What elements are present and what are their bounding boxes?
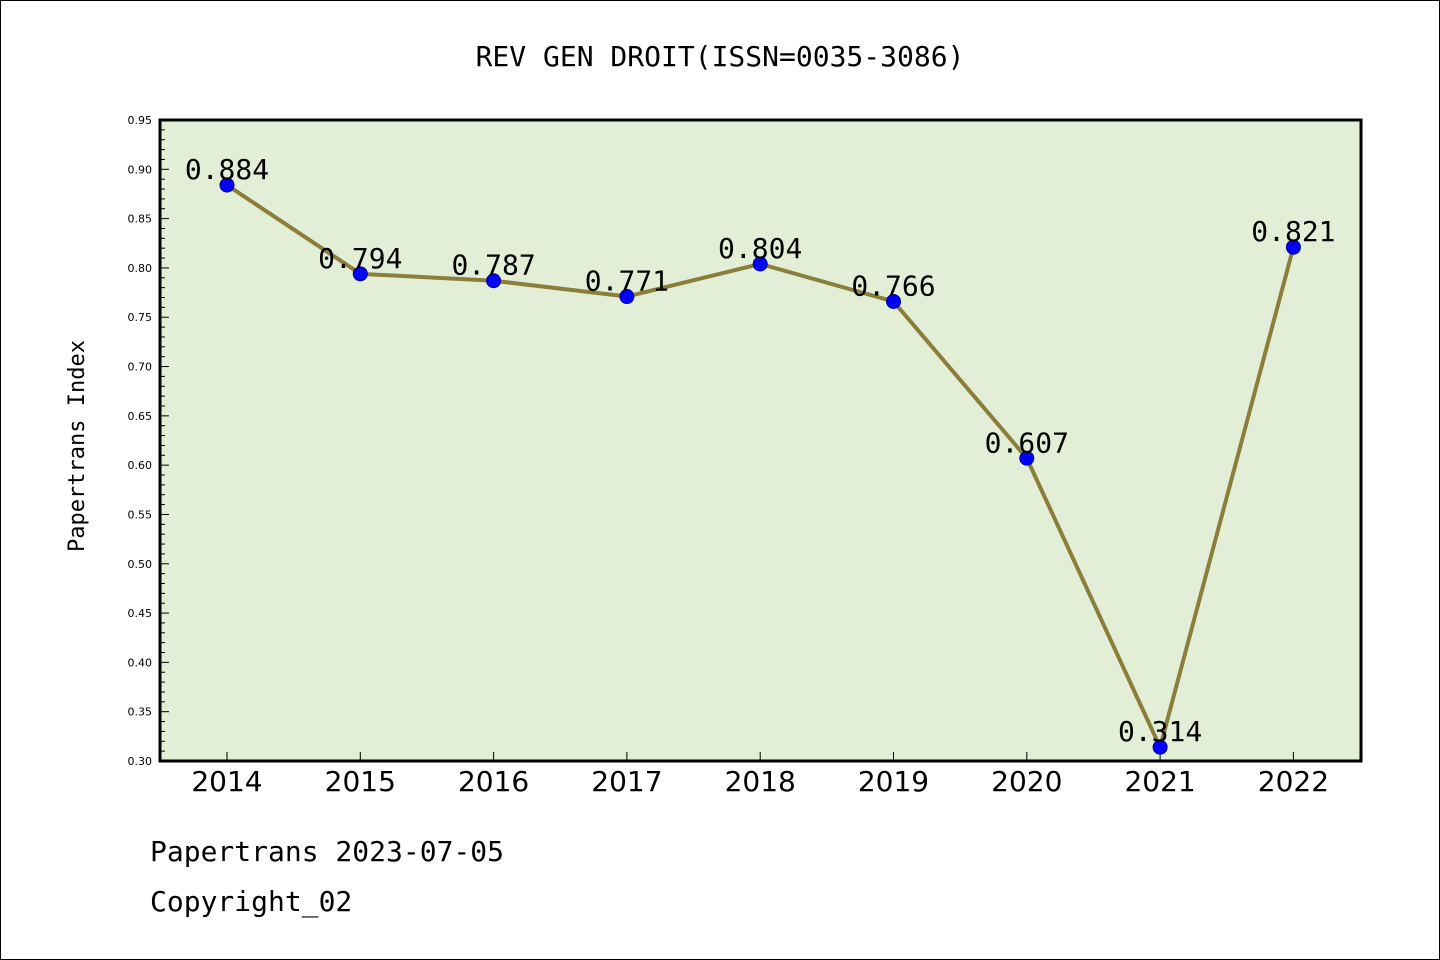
y-tick-label: 0.55: [128, 508, 153, 521]
chart-title: REV GEN DROIT(ISSN=0035-3086): [476, 40, 965, 73]
series: 0.884 0.794 0.787 0.771 0.804 0.766 0.607 0.314…: [185, 153, 1336, 755]
data-point: [619, 289, 635, 305]
data-label: 0.821: [1251, 215, 1335, 248]
x-tick-label: 2014: [191, 765, 262, 798]
y-tick-label: 0.75: [128, 311, 153, 324]
data-point: [886, 293, 901, 309]
y-axis: 0.30 0.35 0.40 0.45 0.50 0.55 0.60 0.65 0.70 0.75…: [128, 114, 169, 768]
plot-area: [158, 118, 1363, 763]
y-tick-label: 0.70: [128, 361, 153, 374]
x-tick-label: 2018: [725, 765, 796, 798]
data-label: 0.766: [851, 269, 935, 302]
footer-copyright: Copyright_02: [150, 885, 353, 918]
data-point: [486, 273, 502, 289]
data-point: [1019, 450, 1035, 466]
y-axis-label: Papertrans Index: [65, 340, 90, 552]
x-tick-label: 2016: [458, 765, 529, 798]
y-tick-label: 0.35: [128, 706, 153, 719]
x-tick-label: 2017: [591, 765, 662, 798]
y-tick-label: 0.85: [128, 213, 153, 226]
y-tick-label: 0.95: [128, 114, 153, 127]
data-label: 0.794: [318, 242, 402, 275]
y-tick-label: 0.30: [128, 755, 153, 768]
data-label: 0.804: [718, 232, 802, 265]
x-tick-label: 2022: [1258, 765, 1329, 798]
y-tick-label: 0.60: [128, 459, 153, 472]
x-tick-label: 2021: [1124, 765, 1195, 798]
data-label: 0.884: [185, 153, 269, 186]
data-point: [352, 266, 368, 282]
y-tick-label: 0.45: [128, 607, 153, 620]
x-tick-label: 2019: [858, 765, 929, 798]
data-point: [1285, 239, 1301, 255]
data-point: [752, 256, 768, 272]
y-tick-label: 0.65: [128, 410, 153, 423]
y-tick-label: 0.40: [128, 656, 153, 669]
x-tick-label: 2015: [325, 765, 396, 798]
data-label: 0.771: [585, 265, 669, 298]
data-point: [219, 177, 235, 193]
y-tick-label: 0.50: [128, 558, 153, 571]
footer-date: Papertrans 2023-07-05: [150, 835, 505, 868]
data-label: 0.787: [451, 249, 535, 282]
data-label: 0.607: [985, 426, 1069, 459]
x-tick-label: 2020: [991, 765, 1062, 798]
y-tick-label: 0.80: [128, 262, 153, 275]
data-point: [1152, 739, 1168, 755]
x-axis: 2014 2015 2016 2017 2018 2019 2020 2021 2022: [191, 752, 1329, 798]
data-label: 0.314: [1118, 715, 1202, 748]
y-tick-label: 0.90: [128, 163, 153, 176]
